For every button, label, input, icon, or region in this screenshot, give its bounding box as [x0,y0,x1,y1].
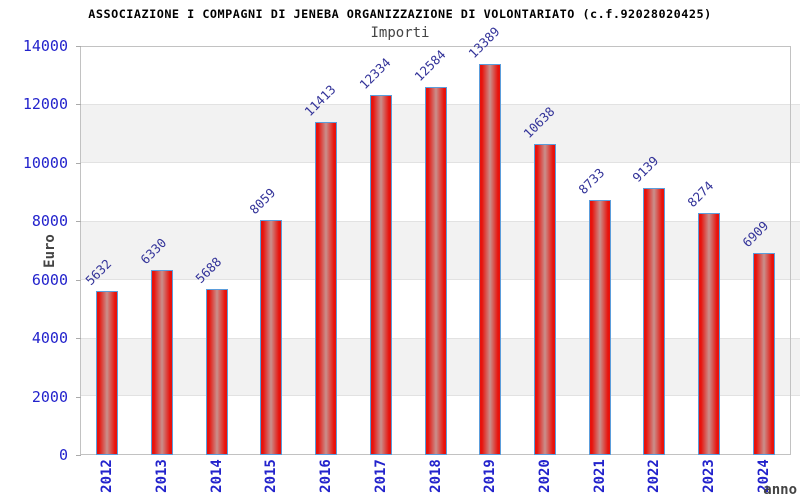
bar-2015 [260,219,283,455]
y-tick-label: 14000 [22,37,68,55]
y-tick-label: 10000 [22,153,68,172]
x-tick-label-2023: 2023 [701,459,717,493]
bar-2014 [205,288,228,455]
x-axis-title: anno [763,482,797,498]
x-tick-label-2016: 2016 [318,459,335,493]
bar-2019 [479,63,502,455]
y-tick-mark [76,104,81,106]
y-tick-mark [76,279,81,281]
y-tick-label: 0 [58,446,68,464]
y-axis-title: Euro [42,234,58,268]
bar-2013 [151,270,173,455]
chart-subtitle: Importi [370,25,430,41]
y-tick-label: 6000 [31,270,68,289]
x-tick-label-2020: 2020 [536,459,553,493]
chart-title: ASSOCIAZIONE I COMPAGNI DI JENEBA ORGANI… [88,7,712,21]
y-tick-label: 4000 [31,329,68,348]
y-tick-label: 8000 [31,212,68,231]
x-tick-label-2012: 2012 [99,459,116,493]
y-tick-mark [76,46,81,47]
x-tick-label-2013: 2013 [154,459,170,493]
bar-2020 [533,144,556,455]
y-tick-mark [76,221,81,223]
y-tick-mark [76,455,81,456]
x-tick-label-2022: 2022 [646,459,663,493]
y-tick-mark [76,338,81,340]
bar-2017 [369,94,392,455]
bar-2024 [752,253,775,455]
y-tick-label: 12000 [22,95,68,114]
x-tick-label-2021: 2021 [591,459,608,493]
y-tick-mark [76,162,81,164]
bar-2023 [698,213,720,455]
y-tick-label: 2000 [31,387,68,406]
x-tick-label-2018: 2018 [427,459,444,493]
y-tick-mark [76,396,81,398]
x-tick-label-2014: 2014 [208,459,225,493]
bar-2021 [588,199,611,455]
x-tick-label-2015: 2015 [263,459,280,493]
bar-2018 [424,87,447,455]
bar-2016 [315,121,338,455]
bar-2022 [643,188,666,455]
x-tick-label-2019: 2019 [482,459,499,493]
x-tick-label-2017: 2017 [372,459,389,493]
bar-2012 [96,290,119,455]
